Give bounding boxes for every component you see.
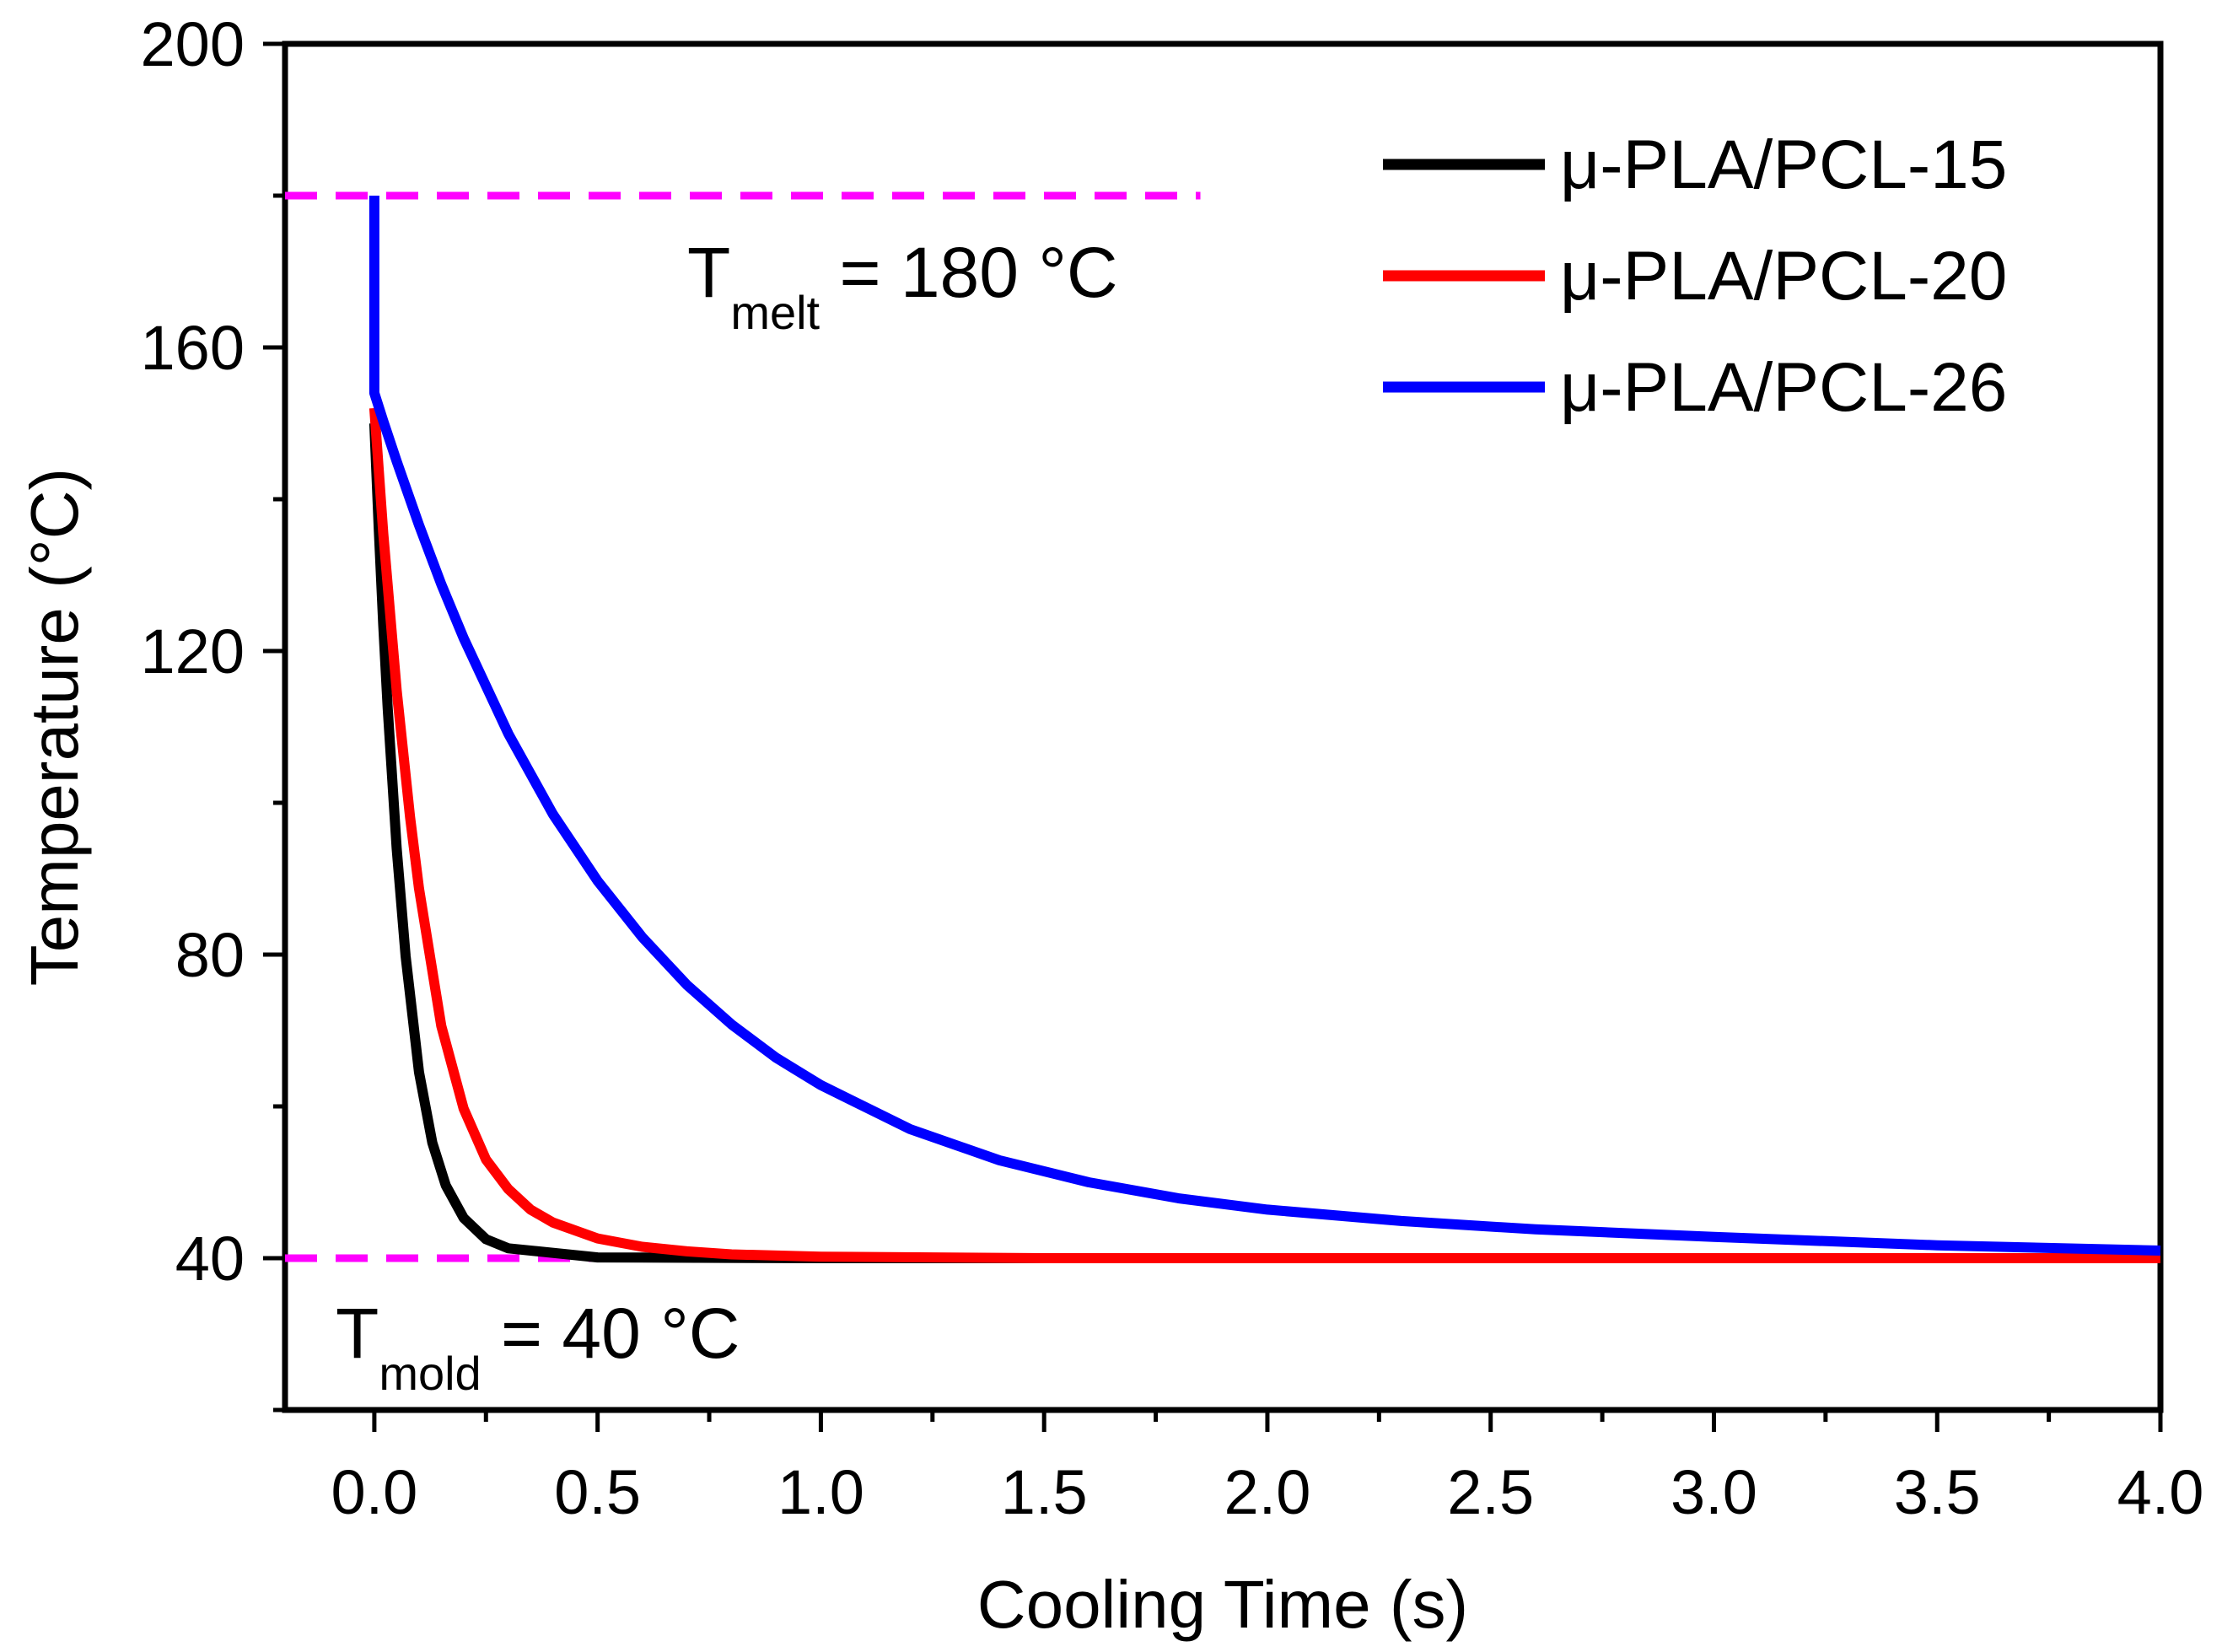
y-tick-label: 160 <box>141 313 245 383</box>
plot-frame <box>282 40 2164 1413</box>
legend-label-1: μ-PLA/PCL-15 <box>1560 126 2007 203</box>
legend-label-2: μ-PLA/PCL-20 <box>1560 238 2007 315</box>
mold-temperature-annotation: Tmold = 40 °C <box>336 1294 740 1400</box>
series-line-3 <box>369 196 2161 1256</box>
y-tick-label: 40 <box>175 1224 245 1294</box>
x-tick-label: 2.5 <box>1447 1457 1534 1527</box>
y-axis-title: Temperature (°C) <box>17 468 92 986</box>
x-axis-ticks: 0.0 0.5 1.0 1.5 2.0 2.5 3.0 3.5 4.0 <box>331 1410 2203 1527</box>
series-lines <box>369 196 2161 1263</box>
x-tick-label: 2.0 <box>1224 1457 1311 1527</box>
x-tick-label: 3.5 <box>1894 1457 1981 1527</box>
x-tick-label: 1.5 <box>1001 1457 1088 1527</box>
legend: μ-PLA/PCL-15 μ-PLA/PCL-20 μ-PLA/PCL-26 <box>1383 126 2007 426</box>
y-tick-label: 200 <box>141 9 245 79</box>
series-line-1 <box>369 422 2160 1263</box>
y-tick-label: 120 <box>141 616 245 686</box>
x-tick-label: 0.5 <box>554 1457 641 1527</box>
x-tick-label: 4.0 <box>2117 1457 2204 1527</box>
y-axis-ticks: 40 80 120 160 200 <box>141 9 285 1413</box>
legend-label-3: μ-PLA/PCL-26 <box>1560 349 2007 426</box>
melt-temperature-annotation: Tmelt = 180 °C <box>687 233 1118 339</box>
y-tick-label: 80 <box>175 920 245 990</box>
x-tick-label: 1.0 <box>777 1457 864 1527</box>
series-line-2 <box>369 407 2160 1263</box>
x-tick-label: 0.0 <box>331 1457 417 1527</box>
x-axis-title: Cooling Time (s) <box>977 1567 1468 1642</box>
x-tick-label: 3.0 <box>1671 1457 1757 1527</box>
